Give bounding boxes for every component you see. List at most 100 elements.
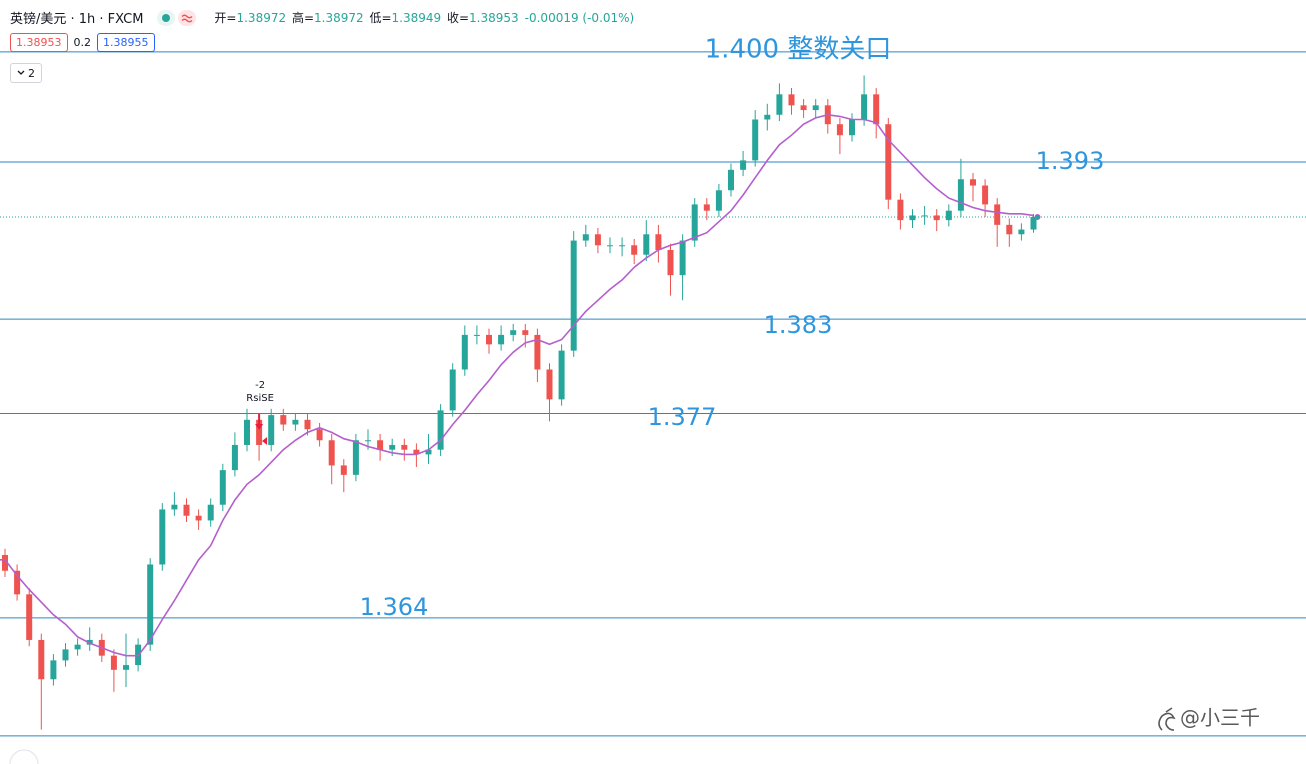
candle-body (594, 234, 601, 246)
change: -0.00019 (-0.01%) (524, 10, 635, 25)
candle-body (994, 204, 1001, 225)
candle-body (570, 240, 577, 351)
candle-body (643, 234, 650, 255)
candle-body (328, 440, 335, 466)
candle-body (970, 179, 976, 186)
watermark: @小三千 (1158, 706, 1260, 731)
candle-body (957, 179, 964, 211)
ohlc-item: 高=1.38972 (292, 11, 364, 25)
candle-body (244, 419, 250, 445)
market-open-icon[interactable] (157, 9, 176, 26)
candle-body (631, 245, 638, 255)
candle-body (377, 440, 384, 450)
level-label: 1.393 (1036, 147, 1105, 175)
sell-price[interactable]: 1.38953 (10, 33, 68, 52)
ohlc-value: 1.38972 (314, 11, 364, 25)
candle-body (183, 504, 190, 516)
candle-body (510, 330, 517, 335)
candle-body (703, 204, 710, 211)
candle-body (619, 245, 626, 247)
candle-body (921, 215, 928, 217)
ohlc-label: 开= (214, 11, 237, 25)
candle-body (14, 570, 21, 595)
delay-icon[interactable] (178, 9, 197, 26)
candle-body (1030, 216, 1037, 230)
candle-body (268, 415, 275, 445)
candle-body (836, 124, 843, 136)
candle-body (304, 419, 311, 430)
ohlc-value: 1.38949 (391, 11, 442, 25)
ohlc-value: 1.38972 (236, 11, 287, 25)
candle-body (74, 644, 81, 650)
candle-body (461, 334, 468, 370)
candle-body (885, 124, 892, 200)
candle-body (340, 465, 347, 475)
candle-body (945, 210, 952, 221)
ohlc-values: 开=1.38972 高=1.38972 低=1.38949 收=1.38953 (212, 9, 518, 26)
ohlc-value: 1.38953 (469, 11, 519, 25)
status-icons (157, 9, 197, 26)
candle-body (982, 185, 989, 205)
candle-body (752, 119, 759, 161)
candle-body (764, 114, 771, 120)
watermark-text: @小三千 (1180, 706, 1260, 730)
candle-body (2, 555, 8, 571)
candle-body (728, 169, 734, 191)
candle-body (207, 504, 214, 521)
signal-value: -2 (255, 380, 265, 391)
indicator-count: 2 (28, 66, 35, 80)
candle-body (1018, 229, 1025, 235)
buy-price[interactable]: 1.38955 (97, 33, 155, 52)
signal-tick (262, 437, 268, 445)
candle-body (849, 119, 855, 136)
candle-body (413, 449, 420, 455)
candle-body (389, 444, 396, 450)
candle-body (437, 410, 444, 450)
candle-body (812, 105, 819, 111)
candle-body (522, 330, 529, 335)
candle-body (195, 515, 202, 521)
last-price-dot (1034, 213, 1041, 220)
candle-body (861, 94, 868, 120)
signal-arrow (255, 414, 264, 430)
candle-body (715, 190, 722, 211)
candle-body (38, 639, 45, 680)
candle-body (256, 419, 263, 445)
candle-body (667, 250, 674, 276)
candle-body (231, 444, 238, 471)
candle-body (449, 369, 456, 411)
candle-body (62, 649, 69, 661)
scroll-button (9, 749, 39, 764)
candle-body (352, 440, 359, 475)
ohlc-item: 收=1.38953 (447, 11, 519, 25)
candle-body (679, 240, 686, 276)
candle-body (473, 334, 480, 336)
candle-body (401, 444, 408, 450)
candle-body (691, 204, 698, 241)
candle-body (425, 449, 432, 455)
candle-body (800, 105, 807, 111)
candle-body (776, 94, 783, 115)
candle-body (280, 415, 287, 425)
candle-body (607, 245, 613, 247)
candle-body (655, 234, 662, 251)
candle-body (582, 234, 589, 241)
candle-body (873, 94, 880, 125)
indicator-toggle[interactable]: 2 (10, 63, 42, 83)
candle-body (147, 564, 154, 645)
candle-body (365, 440, 371, 442)
candles (2, 75, 1037, 730)
candle-body (498, 334, 505, 345)
candle-body (110, 655, 117, 670)
candle-body (123, 665, 129, 670)
candle-body (534, 334, 541, 370)
ohlc-label: 低= (369, 11, 392, 25)
signal-label: RsiSE (246, 393, 274, 404)
ohlc-label: 收= (446, 11, 470, 25)
candle-body (740, 160, 747, 170)
symbol[interactable]: 英镑/美元 · 1h · FXCM (10, 12, 144, 27)
candle-body (292, 419, 299, 425)
candle-body (788, 94, 795, 106)
